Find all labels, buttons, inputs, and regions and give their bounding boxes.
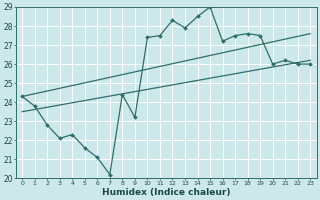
X-axis label: Humidex (Indice chaleur): Humidex (Indice chaleur) (102, 188, 230, 197)
